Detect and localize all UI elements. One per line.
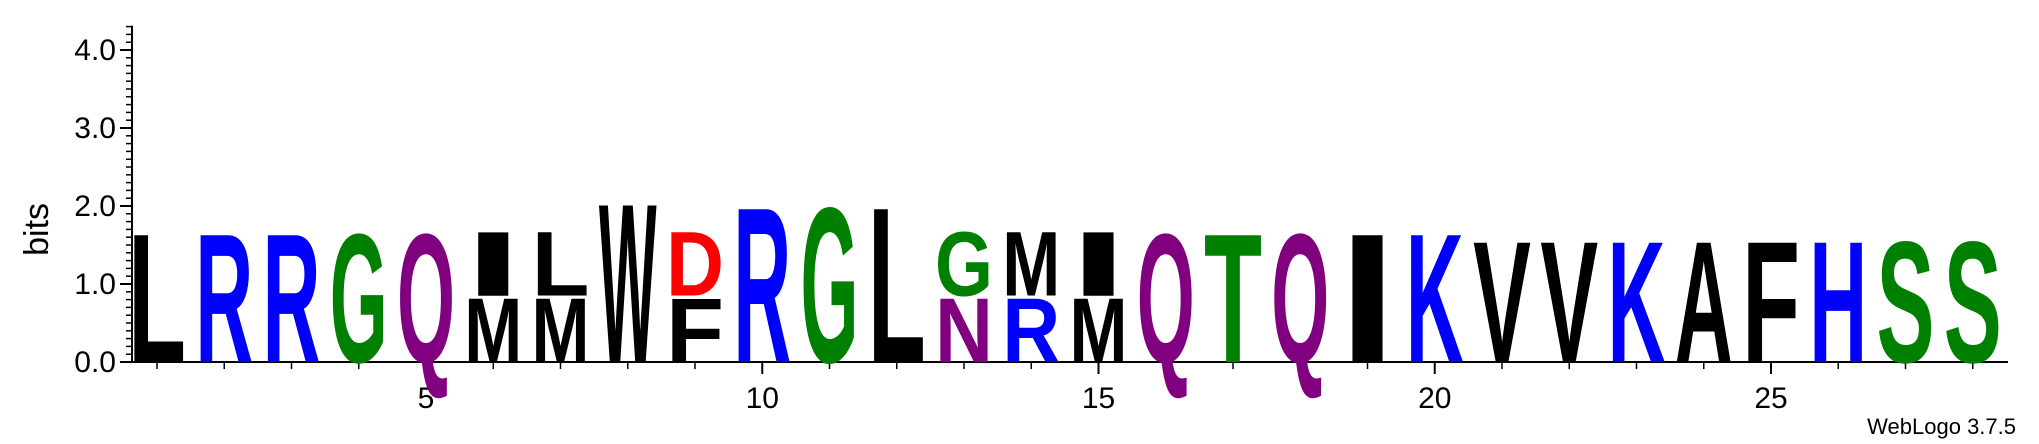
logo-letter-i: I — [464, 213, 522, 316]
logo-letter-h: H — [1809, 205, 1867, 399]
logo-letter-k: K — [1607, 205, 1665, 399]
y-tick-label: 0.0 — [74, 346, 116, 379]
weblogo-credit: WebLogo 3.7.5 — [1867, 414, 2016, 439]
x-tick-label: 15 — [1082, 382, 1115, 415]
logo-letter-q: Q — [397, 196, 455, 402]
logo-letter-s: S — [1877, 207, 1935, 400]
y-tick-label: 3.0 — [74, 112, 116, 145]
logo-letter-r: R — [263, 196, 321, 402]
logo-letter-l: L — [868, 162, 926, 410]
x-tick-label: 25 — [1754, 382, 1787, 415]
x-tick-label: 5 — [418, 382, 435, 415]
logo-letter-a: A — [1675, 205, 1733, 399]
logo-letter-s: S — [1944, 207, 2002, 400]
logo-letter-m: M — [1002, 213, 1060, 316]
logo-letter-f: F — [1742, 204, 1800, 399]
logo-letter-g: G — [801, 162, 859, 410]
logo-letter-v: V — [1473, 206, 1531, 400]
logo-letter-m: M — [1070, 280, 1128, 383]
logo-letter-w: W — [599, 157, 657, 411]
logo-letter-r: R — [1002, 280, 1060, 382]
logo-letter-g: G — [935, 212, 993, 315]
y-tick-label: 2.0 — [74, 190, 116, 223]
logo-letter-l: L — [532, 212, 590, 315]
y-axis-label: bits — [18, 203, 56, 256]
logo-letter-g: G — [330, 196, 388, 402]
logo-letter-n: N — [935, 280, 993, 382]
logo-letter-d: D — [666, 214, 724, 316]
logo-letter-f: F — [666, 278, 724, 381]
logo-letter-r: R — [195, 196, 253, 402]
logo-letter-i: I — [1070, 213, 1128, 316]
x-axis: 5 10 15 20 25 — [131, 361, 2008, 415]
x-tick-label: 20 — [1418, 382, 1451, 415]
logo-letter-m: M — [464, 280, 522, 383]
logo-letter-q: Q — [1137, 196, 1195, 402]
y-tick-label: 1.0 — [74, 268, 116, 301]
logo-letter-q: Q — [1271, 196, 1329, 402]
logo-letter-t: T — [1204, 196, 1262, 402]
logo-letter-r: R — [733, 163, 791, 410]
logo-letter-k: K — [1406, 196, 1464, 402]
logo-letter-l: L — [128, 196, 186, 402]
y-tick-label: 4.0 — [74, 34, 116, 67]
x-tick-label: 10 — [746, 382, 779, 415]
logo-letter-v: V — [1540, 206, 1598, 400]
logo-letter-i: I — [1339, 195, 1397, 401]
y-axis: 0.0 1.0 2.0 3.0 4.0 — [74, 25, 133, 379]
logo-letter-m: M — [532, 280, 590, 383]
